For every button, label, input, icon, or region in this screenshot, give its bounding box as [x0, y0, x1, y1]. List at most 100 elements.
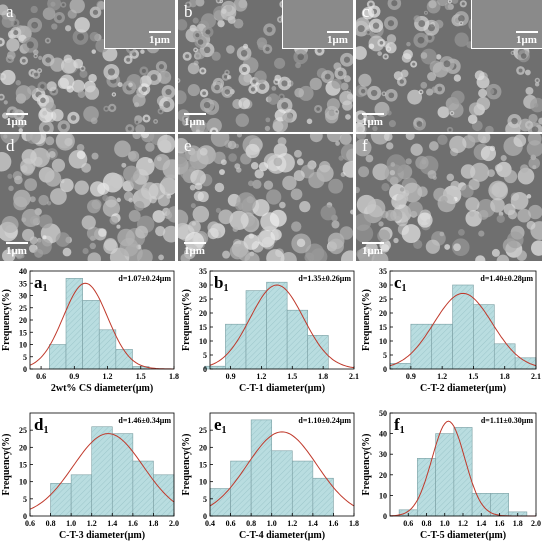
- sem-particle: [228, 153, 237, 162]
- histogram-bar: [514, 357, 537, 370]
- sem-particle: [45, 136, 55, 146]
- sem-particle: [188, 220, 201, 234]
- histogram-f1: 0.6 0.8 1.0 1.2 1.4 1.6 1.8 2.0 0 10 20 30 40 50 C-T-5…: [360, 405, 542, 550]
- histogram-bar: [65, 278, 83, 370]
- panel-label-subscript: 1: [222, 425, 227, 436]
- scale-label: 1μm: [362, 116, 383, 128]
- sem-particle-core: [443, 60, 451, 68]
- sem-particle: [162, 225, 175, 243]
- sem-particle: [496, 254, 510, 261]
- sem-particle: [178, 209, 189, 228]
- sem-particle: [86, 226, 101, 241]
- scale-bar: 1μm: [6, 113, 28, 128]
- sem-particle: [475, 255, 486, 261]
- sem-particle: [444, 2, 453, 11]
- sem-particle: [46, 81, 57, 92]
- sem-particle: [50, 188, 67, 205]
- panel-label: e: [184, 136, 192, 155]
- sem-particle: [252, 179, 262, 189]
- histogram-bar: [91, 426, 113, 517]
- x-tick-label: 0.6: [25, 519, 35, 528]
- sem-particle: [123, 165, 140, 183]
- sem-particle: [451, 0, 459, 4]
- sem-particle-core: [416, 121, 423, 127]
- y-axis-label: Frequency(%): [181, 433, 192, 495]
- sem-particle: [386, 34, 397, 44]
- sem-particle: [236, 134, 242, 138]
- sem-particle: [371, 251, 389, 261]
- sem-particle: [516, 250, 527, 261]
- sem-particle-core: [460, 22, 463, 25]
- sem-particle: [190, 203, 196, 209]
- sem-particle: [420, 52, 428, 59]
- sem-particle-core: [451, 112, 454, 115]
- sem-particle: [29, 236, 38, 245]
- sem-particle-core: [154, 120, 157, 123]
- sem-particle: [116, 197, 121, 203]
- sem-particle: [88, 73, 97, 83]
- sem-particle: [345, 114, 351, 120]
- sem-particle-core: [458, 15, 465, 22]
- x-tick-label: 1.2: [458, 519, 468, 528]
- sem-particle: [14, 175, 23, 185]
- x-tick-label: 1.6: [495, 519, 505, 528]
- sem-particle: [79, 69, 88, 78]
- sem-particle: [273, 157, 283, 167]
- sem-particle: [510, 192, 529, 210]
- sem-particle: [274, 57, 286, 69]
- sem-particle: [478, 230, 485, 237]
- y-tick-label: 0: [383, 365, 387, 374]
- inset-scale-label: 1μm: [149, 34, 170, 46]
- sem-particle: [393, 71, 403, 81]
- sem-particle-core: [427, 24, 435, 32]
- sem-particle-core: [240, 50, 248, 57]
- sem-particle: [458, 229, 465, 236]
- sem-particle: [128, 82, 133, 88]
- x-axis-label: C-T-5 diameter(μm): [420, 530, 506, 541]
- sem-particle-core: [185, 54, 190, 59]
- sem-particle: [381, 182, 390, 192]
- sem-particle-core: [40, 97, 46, 104]
- sem-particle-core: [141, 86, 147, 92]
- sem-particle-core: [217, 0, 220, 2]
- y-tick-label: 25: [19, 304, 27, 313]
- sem-particle: [415, 156, 429, 170]
- y-tick-label: 0: [383, 512, 387, 521]
- sem-particle: [340, 143, 353, 162]
- y-tick-label: 15: [379, 323, 387, 332]
- sem-particle-core: [31, 21, 38, 29]
- sem-particle: [465, 197, 480, 212]
- sem-particle: [394, 202, 400, 208]
- sem-particle-core: [186, 3, 190, 7]
- plot-frame: [209, 270, 355, 370]
- sem-particle: [44, 170, 62, 187]
- sem-particle: [491, 248, 500, 257]
- sem-particle: [308, 171, 325, 189]
- histogram-e1: 0.4 0.6 0.8 1.0 1.2 1.4 1.6 1.8 0 5 10 15 20 25 C-T-4 …: [180, 405, 360, 550]
- y-axis-label: Frequency(%): [1, 433, 12, 495]
- sem-particle-core: [357, 25, 365, 33]
- y-tick-label: 30: [19, 292, 27, 301]
- y-tick-label: 0: [23, 512, 27, 521]
- y-tick-label: 5: [23, 353, 27, 362]
- histogram-bar: [271, 450, 293, 517]
- scale-label: 1μm: [184, 245, 205, 257]
- sem-particle: [393, 237, 399, 244]
- x-tick-label: 1.0: [66, 519, 76, 528]
- inset-scale-bar: 1μm: [516, 31, 538, 46]
- x-axis-label: 2wt% CS diameter(μm): [51, 383, 153, 394]
- sem-particle: [361, 7, 375, 20]
- inset-scale-bar: 1μm: [327, 31, 349, 46]
- sem-particle: [428, 141, 439, 151]
- sem-particle: [488, 88, 495, 95]
- sem-particle-core: [178, 79, 180, 82]
- sem-particle: [6, 38, 20, 52]
- sem-particle-core: [26, 41, 34, 49]
- sem-particle-core: [511, 117, 518, 125]
- sem-particle-core: [107, 68, 115, 76]
- diameter-annotation: d=1.11±0.30μm: [481, 416, 533, 425]
- sem-particle-core: [92, 9, 99, 15]
- gaussian-fit-line: [389, 292, 537, 367]
- inset-scale-label: 1μm: [327, 34, 348, 46]
- x-tick-label: 0.6: [226, 519, 236, 528]
